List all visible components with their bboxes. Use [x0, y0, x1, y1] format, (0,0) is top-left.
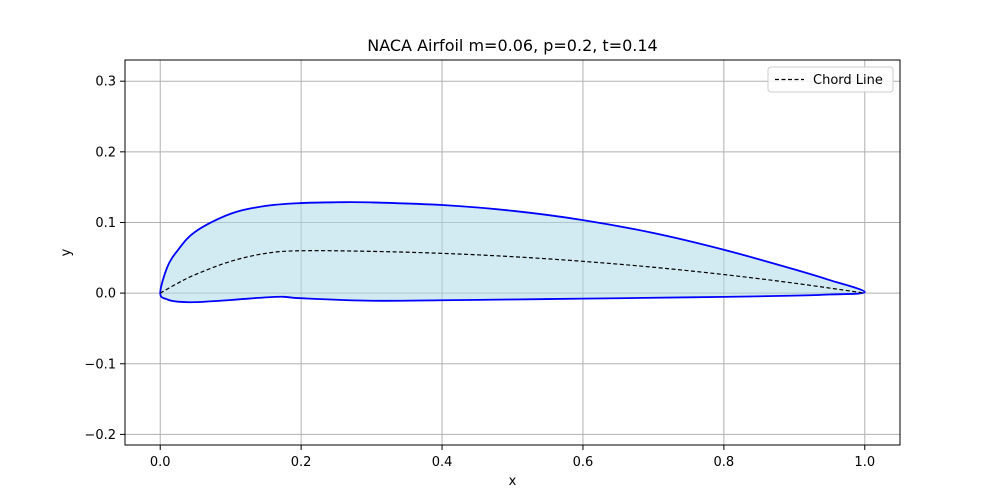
- airfoil-fill: [160, 202, 865, 303]
- y-tick-label: 0.1: [95, 216, 116, 231]
- x-tick-label: 0.8: [714, 455, 735, 470]
- x-tick-label: 0.2: [291, 455, 312, 470]
- x-axis-label: x: [509, 474, 517, 489]
- legend: Chord Line: [767, 66, 894, 93]
- x-tick-label: 1.0: [854, 455, 875, 470]
- y-tick-label: −0.1: [84, 357, 116, 372]
- y-tick-label: 0.2: [95, 145, 116, 160]
- tick-layer: 0.0 0.2 0.4 0.6 0.8 1.0 −0.2 −0.1 0.0 0.1 0.2 0.3: [84, 75, 875, 470]
- legend-box: [767, 66, 894, 93]
- chart-title: NACA Airfoil m=0.06, p=0.2, t=0.14: [367, 36, 657, 55]
- plot-frame: [124, 59, 901, 446]
- data-layer: [159, 201, 866, 304]
- y-tick-label: −0.2: [84, 428, 116, 443]
- x-tick-label: 0.0: [150, 455, 171, 470]
- y-tick-label: 0.0: [95, 287, 116, 302]
- y-axis-label: y: [59, 248, 74, 256]
- chord-line: [159, 250, 865, 294]
- x-tick-label: 0.6: [573, 455, 594, 470]
- y-tick-label: 0.3: [95, 75, 116, 90]
- x-tick-label: 0.4: [432, 455, 453, 470]
- airfoil-surface-line: [159, 201, 866, 304]
- legend-label-chord-line: Chord Line: [813, 73, 883, 88]
